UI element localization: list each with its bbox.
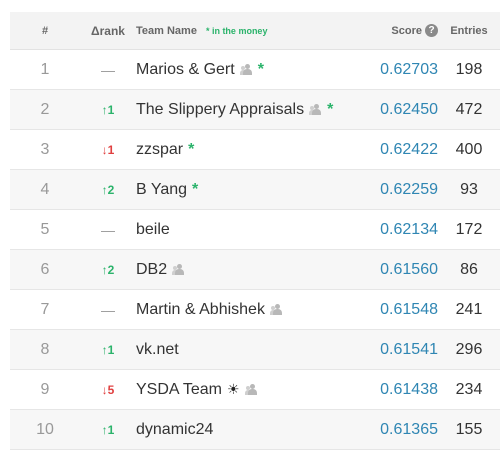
- score-link[interactable]: 0.62450: [380, 100, 438, 118]
- team-name-link[interactable]: dynamic24: [136, 420, 214, 438]
- team-name-cell: zzspar *: [136, 141, 358, 159]
- score-link[interactable]: 0.61548: [380, 300, 438, 318]
- table-row[interactable]: 9 ↓5 YSDA Team ☀ 0.61438 234: [10, 370, 500, 410]
- team-name-cell: The Slippery Appraisals *: [136, 101, 358, 119]
- rank-cell: 4: [40, 180, 50, 198]
- sun-icon: ☀: [226, 381, 240, 397]
- team-name-cell: B Yang *: [136, 181, 358, 199]
- delta-rank-cell: ↑1: [101, 422, 115, 437]
- in-the-money-note: * in the money: [205, 25, 268, 36]
- rank-cell: 5: [40, 220, 50, 238]
- team-name-link[interactable]: zzspar: [136, 140, 184, 158]
- leaderboard-table: # Δrank Team Name * in the money Score ?…: [10, 12, 500, 450]
- rank-cell: 9: [40, 380, 50, 398]
- team-name-cell: DB2: [136, 261, 358, 279]
- score-link[interactable]: 0.61438: [380, 380, 438, 398]
- entries-cell: 93: [460, 180, 478, 198]
- team-members-icon[interactable]: [172, 263, 185, 276]
- delta-rank-cell: ↑2: [101, 262, 115, 277]
- entries-cell: 472: [455, 100, 483, 118]
- team-name-column-header[interactable]: Team Name * in the money: [136, 25, 358, 37]
- entries-cell: 198: [455, 60, 483, 78]
- delta-rank-cell: —: [101, 221, 115, 238]
- entries-cell: 155: [455, 420, 483, 438]
- table-row[interactable]: 6 ↑2 DB2 0.61560 86: [10, 250, 500, 290]
- rank-cell: 10: [36, 420, 54, 438]
- team-name-link[interactable]: beile: [136, 220, 170, 238]
- table-row[interactable]: 10 ↑1 dynamic24 0.61365 155: [10, 410, 500, 450]
- team-name-link[interactable]: vk.net: [136, 340, 179, 358]
- team-name-cell: YSDA Team ☀: [136, 381, 358, 399]
- score-link[interactable]: 0.62703: [380, 60, 438, 78]
- delta-rank-cell: —: [101, 61, 115, 78]
- team-members-icon[interactable]: [239, 63, 253, 76]
- table-row[interactable]: 8 ↑1 vk.net 0.61541 296: [10, 330, 500, 370]
- rank-cell: 8: [40, 340, 50, 358]
- delta-rank-column-header[interactable]: Δrank: [91, 23, 125, 38]
- entries-cell: 400: [455, 140, 483, 158]
- score-column-header[interactable]: Score ?: [358, 24, 438, 37]
- team-name-link[interactable]: The Slippery Appraisals: [136, 100, 305, 118]
- team-members-icon[interactable]: [269, 303, 283, 316]
- leaderboard-rows: 1 — Marios & Gert * 0.62703 198 2 ↑1 The Slipper…: [10, 50, 500, 450]
- in-the-money-star: *: [188, 140, 195, 158]
- entries-cell: 241: [455, 300, 483, 318]
- leaderboard-header: # Δrank Team Name * in the money Score ?…: [10, 12, 500, 50]
- team-name-link[interactable]: B Yang: [136, 180, 188, 198]
- team-name-cell: Marios & Gert *: [136, 61, 358, 79]
- entries-cell: 86: [460, 260, 478, 278]
- rank-cell: 6: [40, 260, 50, 278]
- in-the-money-star: *: [257, 60, 264, 78]
- team-name-cell: dynamic24: [136, 421, 358, 439]
- team-name-cell: Martin & Abhishek: [136, 301, 358, 319]
- entries-cell: 172: [455, 220, 483, 238]
- table-row[interactable]: 7 — Martin & Abhishek 0.61548 241: [10, 290, 500, 330]
- rank-cell: 2: [40, 100, 50, 118]
- table-row[interactable]: 3 ↓1 zzspar * 0.62422 400: [10, 130, 500, 170]
- team-name-header-label: Team Name: [136, 24, 197, 37]
- score-link[interactable]: 0.62134: [380, 220, 438, 238]
- score-link[interactable]: 0.62259: [380, 180, 438, 198]
- table-row[interactable]: 5 — beile 0.62134 172: [10, 210, 500, 250]
- team-name-link[interactable]: Martin & Abhishek: [136, 300, 265, 318]
- table-row[interactable]: 2 ↑1 The Slippery Appraisals * 0.62450 472: [10, 90, 500, 130]
- team-members-icon[interactable]: [244, 383, 258, 396]
- delta-rank-cell: ↓5: [101, 382, 115, 397]
- team-name-link[interactable]: Marios & Gert: [136, 60, 235, 78]
- team-name-link[interactable]: DB2: [136, 260, 168, 278]
- team-name-cell: beile: [136, 221, 358, 239]
- rank-cell: 1: [40, 60, 50, 78]
- score-header-label: Score: [391, 24, 422, 37]
- delta-rank-cell: ↑2: [101, 182, 115, 197]
- score-link[interactable]: 0.61365: [380, 420, 438, 438]
- delta-rank-cell: ↑1: [101, 342, 115, 357]
- rank-column-header[interactable]: #: [41, 24, 49, 37]
- team-name-cell: vk.net: [136, 341, 358, 359]
- entries-column-header[interactable]: Entries: [450, 24, 488, 37]
- rank-cell: 3: [40, 140, 50, 158]
- question-circle-icon[interactable]: ?: [425, 24, 438, 37]
- team-members-icon[interactable]: [309, 103, 322, 116]
- team-name-link[interactable]: YSDA Team: [136, 380, 222, 398]
- entries-cell: 234: [455, 380, 483, 398]
- entries-cell: 296: [455, 340, 483, 358]
- delta-rank-cell: ↑1: [101, 102, 115, 117]
- delta-rank-cell: ↓1: [101, 142, 115, 157]
- in-the-money-star: *: [327, 100, 334, 118]
- score-link[interactable]: 0.61560: [380, 260, 438, 278]
- score-link[interactable]: 0.61541: [380, 340, 438, 358]
- score-link[interactable]: 0.62422: [380, 140, 438, 158]
- table-row[interactable]: 1 — Marios & Gert * 0.62703 198: [10, 50, 500, 90]
- in-the-money-star: *: [192, 180, 199, 198]
- delta-rank-cell: —: [101, 301, 115, 318]
- rank-cell: 7: [40, 300, 50, 318]
- table-row[interactable]: 4 ↑2 B Yang * 0.62259 93: [10, 170, 500, 210]
